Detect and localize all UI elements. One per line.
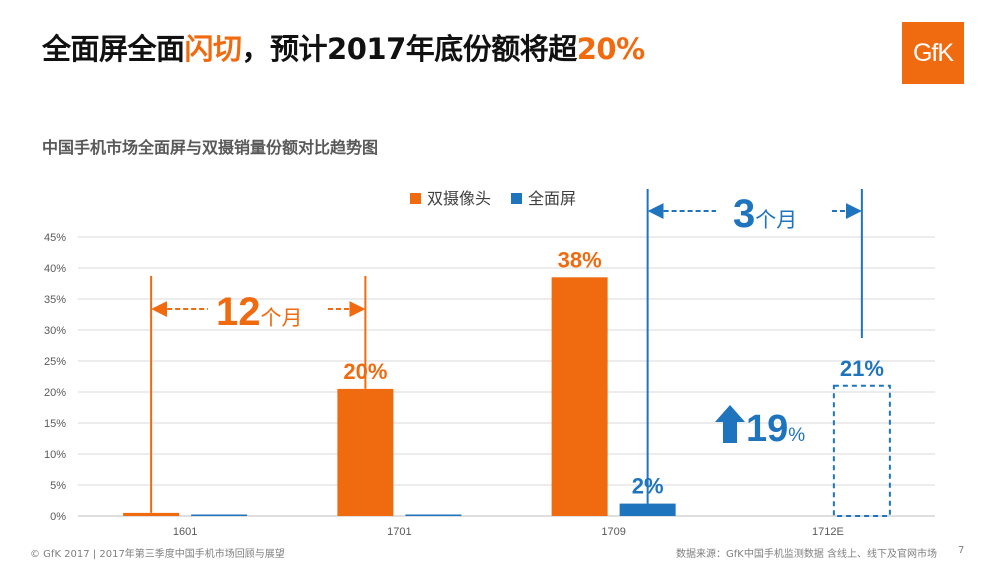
span-number: 3 bbox=[733, 192, 755, 236]
x-tick-label: 1601 bbox=[173, 526, 197, 538]
y-tick-label: 40% bbox=[44, 263, 66, 275]
span-label-3-months: 3个月 bbox=[733, 192, 797, 236]
span-unit: 个月 bbox=[755, 209, 797, 232]
bar bbox=[619, 503, 676, 516]
chart-subtitle: 中国手机市场全面屏与双摄销量份额对比趋势图 bbox=[42, 138, 379, 157]
grid-layer: 0% 5% 10% 15% 20% 25% 30% 35% 40% 45% 1601 1701 1709… bbox=[44, 232, 935, 538]
span-number: 12 bbox=[216, 290, 261, 334]
span-label-12-months: 12个月 bbox=[216, 290, 303, 334]
footer-copyright: © GfK 2017 | 2017年第三季度中国手机市场回顾与展望 bbox=[30, 549, 285, 560]
y-tick-label: 45% bbox=[44, 232, 66, 244]
title-highlight-2: 20% bbox=[576, 32, 645, 66]
gfk-logo: GfK bbox=[902, 22, 964, 84]
y-tick-label: 30% bbox=[44, 325, 66, 337]
title-highlight-1: 闪切 bbox=[184, 32, 243, 66]
legend: 双摄像头 全面屏 bbox=[410, 189, 576, 208]
bar bbox=[337, 388, 394, 516]
legend-swatch bbox=[410, 193, 421, 204]
bar bbox=[123, 512, 180, 516]
footer-source: 数据来源：GfK中国手机监测数据 含线上、线下及官网市场 bbox=[676, 549, 938, 560]
page-number: 7 bbox=[958, 545, 965, 556]
y-tick-label: 5% bbox=[50, 480, 66, 492]
data-label: 21% bbox=[840, 356, 884, 381]
y-tick-label: 0% bbox=[50, 511, 66, 523]
growth-unit: % bbox=[788, 425, 805, 446]
title-middle: ，预计2017年底份额将超 bbox=[241, 32, 578, 66]
x-tick-label: 1701 bbox=[387, 526, 411, 538]
data-label: 38% bbox=[558, 247, 602, 272]
bar bbox=[551, 277, 608, 516]
bar bbox=[405, 514, 462, 516]
title-prefix: 全面屏全面 bbox=[42, 32, 185, 66]
span-unit: 个月 bbox=[261, 307, 303, 330]
growth-label: 19% bbox=[746, 408, 805, 450]
bar bbox=[191, 514, 248, 516]
growth-number: 19 bbox=[746, 408, 788, 450]
page-title: 全面屏全面闪切，预计2017年底份额将超20% bbox=[42, 26, 645, 68]
legend-label: 全面屏 bbox=[528, 189, 576, 208]
y-tick-label: 20% bbox=[44, 387, 66, 399]
y-tick-label: 10% bbox=[44, 449, 66, 461]
up-arrow-icon bbox=[715, 405, 745, 443]
x-tick-label: 1709 bbox=[601, 526, 625, 538]
bar-layer: 20%38%2%21% bbox=[123, 247, 891, 517]
legend-label: 双摄像头 bbox=[427, 189, 491, 208]
legend-swatch bbox=[511, 193, 523, 204]
bar-projected bbox=[832, 384, 891, 517]
y-tick-label: 15% bbox=[44, 418, 66, 430]
y-tick-label: 35% bbox=[44, 294, 66, 306]
x-tick-label: 1712E bbox=[812, 526, 844, 538]
y-tick-label: 25% bbox=[44, 356, 66, 368]
